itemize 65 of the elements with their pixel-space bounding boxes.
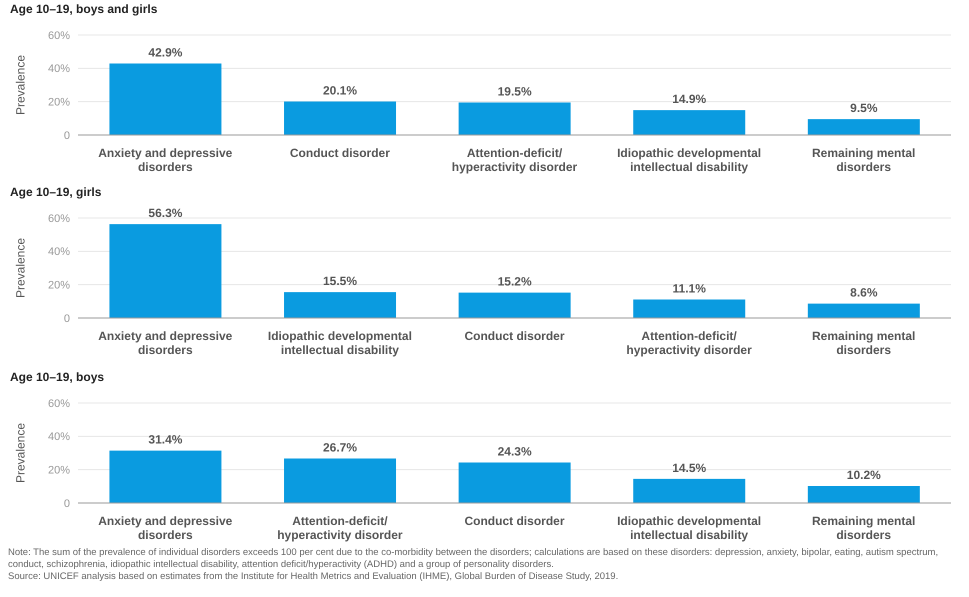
y-tick-label: 20% [48, 96, 70, 109]
x-tick-label: Conduct disorder [464, 514, 565, 528]
y-tick-label: 20% [48, 280, 70, 292]
data-label: 11.1% [672, 282, 706, 296]
x-tick-label: Attention-deficit/ hyperactivity disorder [277, 514, 403, 542]
x-tick-label: Anxiety and depressive disorders [98, 329, 233, 357]
data-label: 42.9% [148, 46, 183, 60]
x-tick-label: Remaining mental disorders [812, 329, 916, 357]
y-tick-label: 40% [48, 246, 70, 258]
data-label: 56.3% [148, 206, 183, 220]
data-label: 24.3% [498, 444, 532, 458]
bar [458, 292, 571, 318]
y-axis-title: Prevalence [13, 238, 28, 298]
bar [284, 292, 396, 318]
y-tick-label: 60% [48, 398, 70, 410]
data-label: 15.5% [323, 274, 358, 288]
bar [808, 119, 920, 135]
x-tick-label: Idiopathic developmental intellectual disability [268, 329, 412, 357]
x-tick-label: Anxiety and depressive disorders [98, 514, 233, 542]
data-label: 19.5% [498, 84, 532, 98]
bar [633, 110, 746, 135]
x-tick-label: Remaining mental disorders [812, 146, 916, 174]
data-label: 9.5% [850, 101, 878, 116]
data-label: 8.6% [850, 286, 878, 300]
bar [284, 102, 396, 135]
x-tick-label: Attention-deficit/ hyperactivity disorder [452, 146, 578, 174]
chart-title: Age 10–19, girls [10, 185, 102, 200]
data-label: 14.5% [672, 460, 707, 475]
bar [633, 478, 746, 503]
bar [808, 304, 920, 318]
bar [633, 300, 746, 318]
y-tick-label: 60% [48, 212, 70, 225]
data-label: 31.4% [148, 432, 183, 447]
bar [458, 102, 571, 135]
x-tick-label: Idiopathic developmental intellectual disability [617, 146, 762, 174]
y-tick-label: 0 [64, 498, 70, 510]
data-label: 15.2% [498, 274, 532, 289]
x-tick-label: Anxiety and depressive disorders [98, 146, 233, 174]
data-label: 14.9% [672, 92, 707, 106]
bar [808, 486, 920, 503]
y-tick-label: 0 [64, 130, 70, 142]
data-label: 20.1% [323, 84, 358, 98]
y-tick-label: 20% [48, 464, 70, 477]
x-tick-label: Remaining mental disorders [812, 514, 916, 542]
y-tick-label: 40% [48, 431, 70, 444]
chart-title: Age 10–19, boys and girls [10, 2, 158, 17]
x-tick-label: Idiopathic developmental intellectual disability [617, 514, 762, 542]
y-tick-label: 0 [64, 312, 70, 325]
bar [109, 64, 222, 135]
bar [109, 450, 222, 503]
bar [109, 224, 222, 318]
data-label: 26.7% [323, 440, 358, 454]
text: Note: The sum of the prevalence of individual disorders exceeds 100 per cent due to the co-morbidity between the disorders; calculations are based on these disorders: depression, anxiety, bipolar, eating, autism spectrum, conduct, schizophrenia, idiopathic intellectual disability, attention deficit/hyperactivity (ADHD) and a group of personality disorders. [8, 547, 940, 571]
data-label: 10.2% [846, 468, 882, 482]
x-tick-label: Attention-deficit/ hyperactivity disorder [626, 329, 752, 357]
bar [284, 458, 396, 503]
y-axis-title: Prevalence [13, 54, 28, 116]
y-axis-title: Prevalence [13, 422, 28, 484]
y-tick-label: 60% [48, 30, 70, 42]
x-tick-label: Conduct disorder [290, 146, 390, 160]
x-tick-label: Conduct disorder [464, 329, 565, 343]
y-tick-label: 40% [48, 63, 70, 76]
chart-title: Age 10–19, boys [10, 370, 106, 385]
bar [458, 462, 571, 503]
source-note: Source: UNICEF analysis based on estimates from the Institute for Health Metrics and Evaluation (IHME), Global Burden of Disease Study, 2019. [8, 571, 620, 583]
